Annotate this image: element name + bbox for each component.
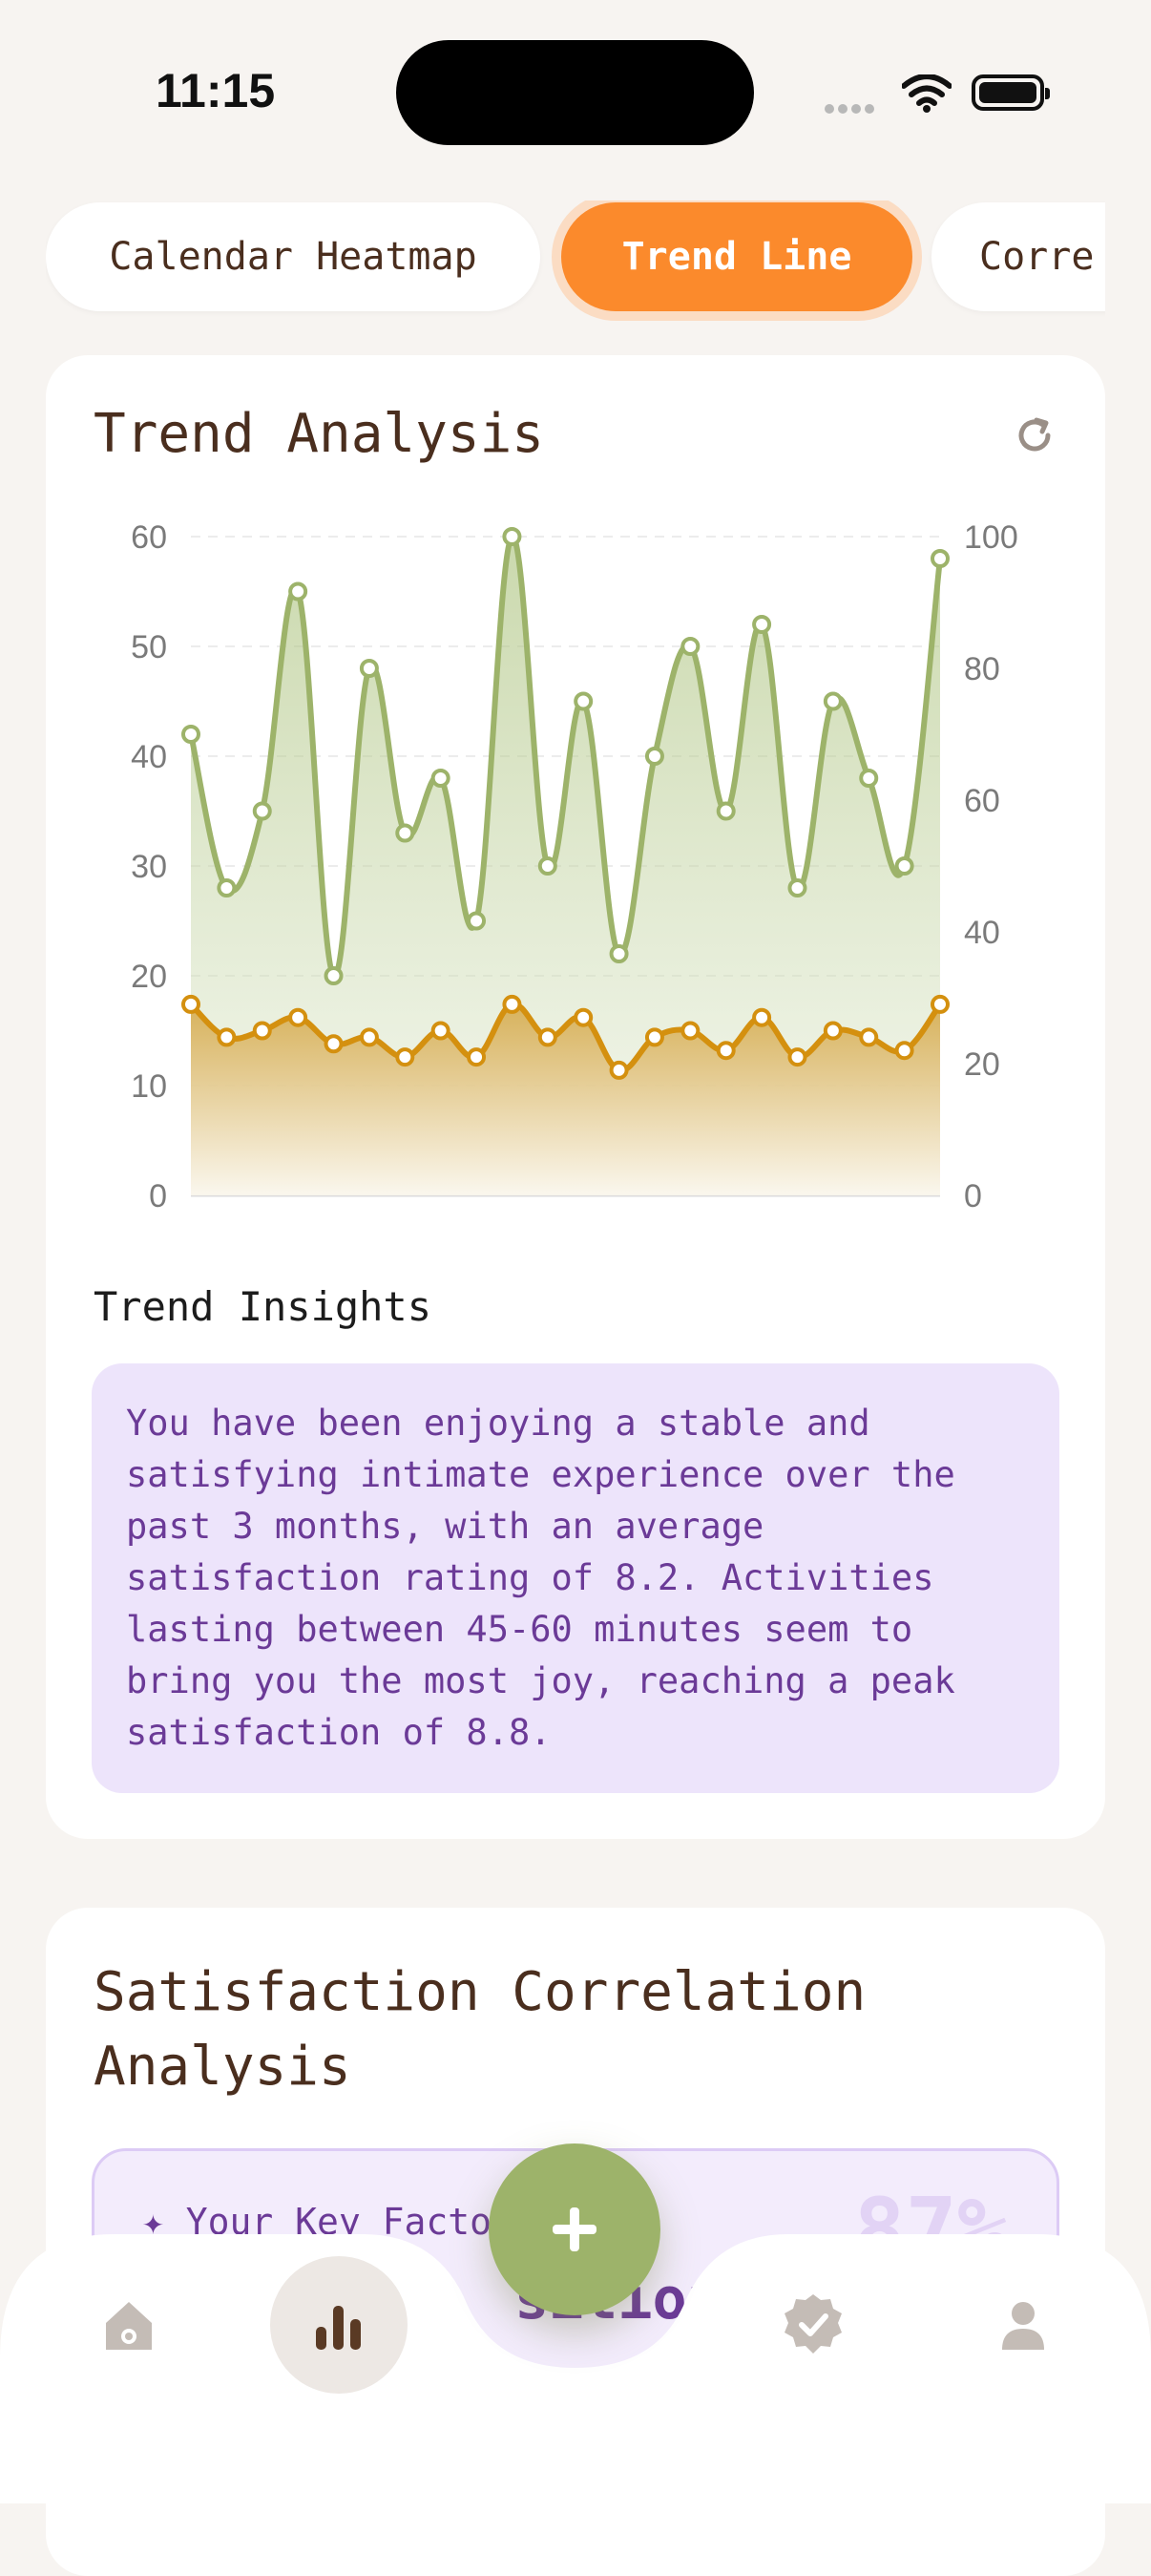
data-point [716,1041,736,1061]
data-point [574,691,594,711]
data-point [859,1027,879,1047]
data-point [823,1021,843,1041]
data-point [680,637,701,656]
data-point [395,823,415,843]
trend-analysis-card: Trend Analysis 0 10 20 30 40 50 60 0 20 40 60 80 100… [46,355,1105,1839]
data-point [181,725,200,744]
add-entry-button[interactable] [489,2143,660,2315]
data-point [680,1021,701,1041]
nav-home[interactable] [91,2287,167,2363]
nav-profile[interactable] [985,2287,1061,2363]
data-point [823,691,843,711]
data-point [787,1047,807,1067]
series-area [191,1003,940,1195]
y-left-tick-label: 20 [131,959,167,995]
correlation-title: Satisfaction Correlation Analysis [94,1961,867,2098]
data-point [894,856,914,876]
y-left-tick-label: 10 [131,1068,167,1105]
tab-calendar-heatmap[interactable]: Calendar Heatmap [46,202,540,311]
status-time: 11:15 [156,64,276,117]
data-point [324,966,344,985]
data-point [537,856,557,876]
y-right-tick-label: 80 [964,651,1000,687]
data-point [752,1007,772,1027]
y-left-tick-label: 50 [131,629,167,665]
profile-icon [1002,2302,1044,2350]
trend-insights-text: You have been enjoying a stable and sati… [126,1403,955,1753]
data-point [359,1027,379,1047]
data-point [931,549,950,568]
tab-trend-line[interactable]: Trend Line [561,202,912,311]
y-right-tick-label: 40 [964,915,1000,951]
data-point [931,994,950,1014]
nav-stats[interactable] [301,2287,377,2363]
y-left-tick-label: 40 [131,739,167,775]
data-point [894,1041,914,1061]
verified-icon [785,2294,842,2354]
y-left-tick-label: 30 [131,849,167,885]
data-point [502,994,522,1014]
data-point [181,994,200,1014]
data-point [430,1021,450,1041]
trend-insights-box: You have been enjoying a stable and sati… [92,1363,1059,1793]
y-right-tick-label: 0 [964,1178,982,1214]
data-point [787,878,807,897]
wifi-icon [902,74,952,113]
data-point [288,1007,308,1027]
data-point [252,1021,272,1041]
trend-analysis-title: Trend Analysis [94,403,545,465]
data-point [359,659,379,678]
data-point [502,527,522,546]
data-point [609,944,629,963]
data-point [217,878,237,897]
y-right-tick-label: 60 [964,783,1000,819]
data-point [324,1034,344,1054]
nav-verified[interactable] [775,2287,851,2363]
trend-line-chart: 0 10 20 30 40 50 60 0 20 40 60 80 100 [131,519,1018,1214]
data-point [430,769,450,788]
chart-icon [316,2306,361,2350]
trend-insights-heading: Trend Insights [94,1283,432,1330]
battery-icon [972,74,1050,111]
data-point [644,1027,664,1047]
data-point [467,1047,487,1067]
data-point [716,801,736,821]
data-point [288,581,308,602]
data-point [574,1007,594,1027]
cellular-signal-icon [825,99,878,117]
data-point [609,1060,629,1080]
data-point [752,615,772,634]
plus-icon [553,2207,596,2251]
bottom-navigation [0,2215,1151,2503]
y-left-tick-label: 0 [149,1178,167,1214]
home-icon [106,2302,152,2350]
data-point [467,911,487,931]
series-line [188,1001,943,1073]
tab-correlation[interactable]: Corre [931,202,1105,311]
refresh-icon[interactable] [1012,412,1057,458]
y-right-tick-label: 100 [964,519,1018,556]
data-point [537,1027,557,1047]
y-right-tick-label: 20 [964,1046,1000,1083]
data-point [395,1047,415,1067]
data-point [252,801,272,821]
y-left-tick-label: 60 [131,519,167,556]
data-point [644,747,664,766]
data-point [859,769,879,788]
data-point [217,1027,237,1047]
dynamic-island [396,40,754,145]
view-tabs: Calendar Heatmap Trend Line Corre [46,201,1105,325]
